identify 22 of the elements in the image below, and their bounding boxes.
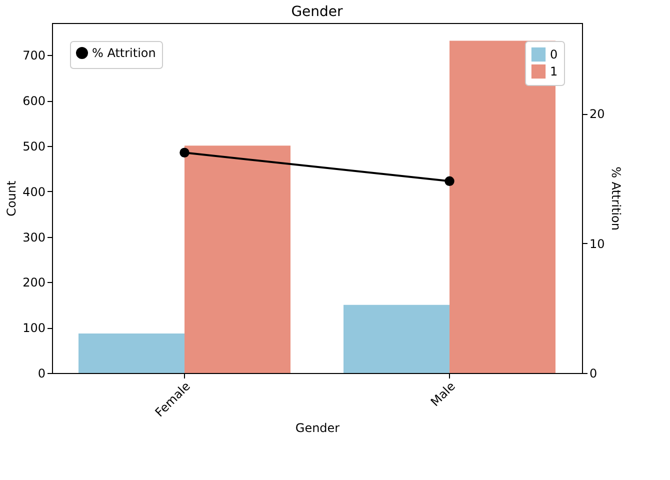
bar [184,146,290,373]
y-tick-label: 300 [22,230,46,244]
y2-tick-label: 20 [590,107,605,122]
chart-title: Gender [291,4,344,20]
legend-label: 1 [550,64,558,78]
legend-label: 0 [550,48,558,62]
y-tick-label: 700 [22,48,46,63]
y-tick-label: 400 [22,184,46,199]
y-tick-label: 100 [22,321,46,336]
y-tick-label: 600 [22,94,46,108]
y-tick-label: 0 [38,366,46,380]
y2-tick-label: 10 [590,236,605,251]
bar [450,40,556,373]
bar [344,304,450,373]
y2-tick-label: 0 [590,366,598,380]
y-axis-title: Count [4,180,19,216]
x-axis-title: Gender [295,420,340,435]
y-tick-label: 200 [22,276,46,290]
y-tick-label: 500 [22,140,46,154]
y2-axis-title: % Attrition [608,166,623,230]
legend-label: % Attrition [92,46,156,60]
bar [78,334,184,373]
